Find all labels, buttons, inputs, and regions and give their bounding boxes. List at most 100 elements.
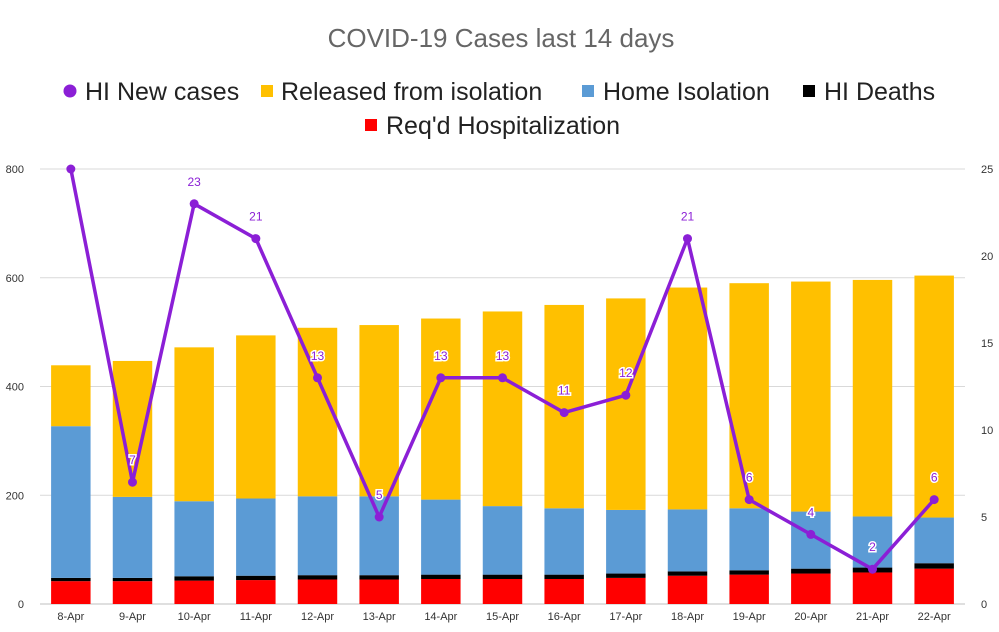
- x-tick-label: 18-Apr: [671, 611, 704, 623]
- new-cases-label-halo: 13: [434, 349, 448, 363]
- new-cases-point: [744, 495, 754, 505]
- bar-segment: [914, 275, 954, 518]
- bar-segment: [544, 574, 584, 579]
- y2-tick-label: 25: [981, 164, 993, 176]
- new-cases-point: [868, 564, 877, 574]
- bar-segment: [667, 509, 708, 572]
- x-tick-label: 21-Apr: [856, 611, 889, 623]
- bar-segment: [236, 575, 276, 581]
- new-cases-label-halo: 7: [129, 453, 136, 467]
- legend-label-hi-new-cases: HI New cases: [85, 78, 239, 106]
- bar-segment: [482, 578, 523, 604]
- bar-segment: [791, 511, 831, 569]
- y2-tick-label: 10: [981, 425, 993, 437]
- new-cases-point: [806, 529, 816, 539]
- bar-segment: [236, 335, 276, 499]
- y-tick-label: 600: [6, 273, 24, 285]
- new-cases-label: 7: [129, 453, 136, 467]
- new-cases-label-halo: 4: [807, 505, 814, 519]
- new-cases-label: 21: [681, 210, 695, 224]
- bar-segment: [729, 570, 769, 575]
- new-cases-label: 12: [619, 366, 633, 380]
- legend-swatch-hi-new-cases: [63, 84, 77, 98]
- y2-tick-label: 0: [981, 599, 987, 611]
- bar-segment: [174, 576, 214, 581]
- new-cases-label-halo: 13: [496, 349, 510, 363]
- new-cases-label-halo: 12: [619, 366, 633, 380]
- bar-segment: [544, 508, 584, 575]
- bar-segment: [667, 575, 708, 604]
- bar-segment: [914, 563, 954, 569]
- legend-swatch-hi-deaths: [803, 85, 815, 97]
- bar-segment: [606, 509, 646, 574]
- bar-segment: [297, 575, 338, 580]
- new-cases-point: [128, 477, 137, 487]
- bar-segment: [359, 496, 399, 576]
- bar-segment: [729, 574, 769, 604]
- bar-segment: [112, 577, 153, 582]
- x-axis: 8-Apr 9-Apr 10-Apr 11-Apr 12-Apr 13-Apr 14-Apr…: [57, 611, 951, 623]
- x-tick-label: 10-Apr: [178, 611, 211, 623]
- bar-segment: [667, 287, 708, 510]
- bars: [51, 275, 954, 604]
- left-axis: 0 200 400 600 800: [6, 164, 24, 611]
- bar-segment: [667, 571, 708, 576]
- new-cases-label: 11: [558, 384, 571, 398]
- legend-label-home-isolation: Home Isolation: [603, 78, 770, 106]
- new-cases-label: 13: [311, 349, 325, 363]
- new-cases-point: [374, 512, 384, 522]
- bar-segment: [421, 574, 461, 579]
- bar-segment: [606, 298, 646, 510]
- bar-segment: [297, 579, 338, 604]
- right-axis: 0 5 10 15 20 25: [981, 164, 993, 611]
- bar-segment: [606, 577, 646, 604]
- bar-segment: [112, 581, 153, 604]
- new-cases-label-halo: 21: [249, 210, 263, 224]
- bar-segment: [729, 508, 769, 571]
- bar-segment: [112, 496, 153, 578]
- x-tick-label: 14-Apr: [424, 611, 457, 623]
- bar-segment: [174, 347, 214, 502]
- bar-segment: [297, 496, 338, 576]
- bar-segment: [852, 516, 893, 568]
- bar-segment: [729, 283, 769, 509]
- legend-label-released: Released from isolation: [281, 78, 542, 106]
- new-cases-label: 21: [249, 210, 263, 224]
- new-cases-point: [66, 164, 76, 174]
- legend-swatch-released: [261, 85, 273, 97]
- new-cases-point: [313, 373, 322, 383]
- bar-segment: [236, 580, 276, 604]
- bar-segment: [359, 325, 399, 497]
- x-tick-label: 20-Apr: [794, 611, 827, 623]
- bar-segment: [791, 573, 831, 604]
- x-tick-label: 12-Apr: [301, 611, 334, 623]
- bar-segment: [359, 575, 399, 580]
- new-cases-label: 13: [496, 349, 510, 363]
- new-cases-point: [189, 199, 199, 209]
- bar-segment: [174, 580, 214, 604]
- y2-tick-label: 5: [981, 512, 987, 524]
- new-cases-label: 6: [746, 471, 753, 485]
- bar-segment: [236, 498, 276, 576]
- bar-segment: [174, 501, 214, 577]
- legend-label-hospitalization: Req'd Hospitalization: [386, 112, 620, 140]
- chart-title: COVID-19 Cases last 14 days: [328, 23, 675, 53]
- bar-segment: [544, 578, 584, 604]
- new-cases-label-halo: 6: [931, 471, 938, 485]
- new-cases-label-halo: 23: [187, 175, 201, 189]
- legend-swatch-home-isolation: [582, 85, 594, 97]
- bar-segment: [914, 517, 954, 564]
- bar-segment: [482, 311, 523, 507]
- bar-segment: [51, 365, 91, 427]
- new-cases-point: [683, 234, 692, 244]
- y-tick-label: 400: [6, 382, 24, 394]
- x-tick-label: 19-Apr: [733, 611, 766, 623]
- legend-label-hi-deaths: HI Deaths: [824, 78, 935, 106]
- bar-segment: [852, 572, 893, 604]
- new-cases-point: [498, 373, 507, 383]
- new-cases-label-halo: 11: [558, 384, 571, 398]
- bar-segment: [914, 568, 954, 604]
- x-tick-label: 9-Apr: [119, 611, 146, 623]
- bar-segment: [482, 574, 523, 579]
